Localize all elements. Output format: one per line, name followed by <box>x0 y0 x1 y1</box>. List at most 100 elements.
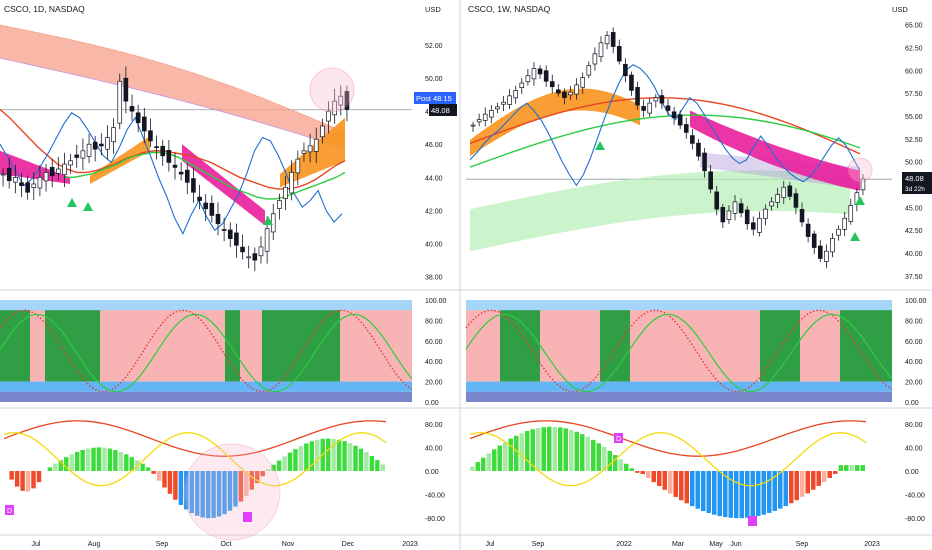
R-candles-body-15 <box>562 91 567 99</box>
L-macd-bar-46 <box>255 471 260 484</box>
right-macd-tick-3: -40.00 <box>905 493 925 500</box>
R-candles-body-44 <box>738 203 744 214</box>
L-macd-bar-9 <box>53 463 58 471</box>
right-price-tick-2: 60.00 <box>905 68 923 75</box>
L-candles-body-11 <box>68 160 73 166</box>
R-macd-bar-6 <box>503 441 508 471</box>
R-candles-body-1 <box>476 119 482 123</box>
R-candles-body-43 <box>732 201 738 214</box>
R-candles-body-6 <box>507 95 512 105</box>
L-candles-body-13 <box>80 150 86 159</box>
R-candles-body-35 <box>683 124 689 133</box>
L-macd-bar-55 <box>304 443 309 471</box>
R-macd-red-line <box>469 420 867 457</box>
R-osc-block-1 <box>500 310 540 382</box>
R-candles-body-20 <box>592 53 598 65</box>
R-macd-bar-7 <box>508 438 513 471</box>
R-macd-bar-19 <box>574 431 579 471</box>
L-candles-body-17 <box>105 137 110 150</box>
L-candles-body-0 <box>0 173 6 176</box>
left-macd-tick-4: -80.00 <box>425 516 445 523</box>
right-price-tick-4: 55.00 <box>905 114 923 121</box>
R-macd-bar-67 <box>838 465 843 471</box>
R-osc-low-band <box>466 381 892 392</box>
L-macd-bar-57 <box>315 439 320 471</box>
L-macd-bar-60 <box>331 438 336 471</box>
R-macd-bar-3 <box>486 453 491 471</box>
L-candles-body-14 <box>86 143 92 157</box>
R-osc-block-0 <box>466 310 500 382</box>
left-cloud-band <box>0 24 346 149</box>
post-label: Post <box>416 94 432 103</box>
right-buy-triangle-0 <box>595 141 605 150</box>
R-candles-body-38 <box>702 152 707 172</box>
L-macd-bar-66 <box>364 452 369 471</box>
R-macd-bar-30 <box>635 471 640 473</box>
L-macd-bar-44 <box>244 471 249 496</box>
R-macd-bar-12 <box>536 427 541 471</box>
L-macd-bar-41 <box>227 471 233 511</box>
right-time-tick-5: Jun <box>730 541 741 548</box>
L-osc-block-5 <box>225 310 240 382</box>
left-oscillator <box>0 300 413 402</box>
R-candles-body-34 <box>677 114 683 126</box>
L-macd-bar-52 <box>287 452 293 471</box>
L-macd-bar-21 <box>118 451 124 471</box>
left-osc-tick-2: 60.00 <box>425 339 443 346</box>
R-candles-body-23 <box>610 32 616 47</box>
R-macd-bar-27 <box>618 459 623 471</box>
L-candles-body-2 <box>13 176 18 183</box>
left-price-tick-1: 50.00 <box>425 76 443 83</box>
L-candles-body-40 <box>246 256 251 259</box>
right-macd <box>469 420 867 519</box>
right-buy-triangle-1 <box>850 232 860 241</box>
right-osc-tick-1: 80.00 <box>905 318 923 325</box>
left-price-tick-3: 46.00 <box>425 142 443 149</box>
R-osc-block-4 <box>630 310 760 382</box>
L-macd-bar-18 <box>102 447 107 471</box>
R-macd-bar-64 <box>822 471 827 482</box>
L-candles-body-29 <box>178 171 184 175</box>
R-macd-bar-34 <box>657 471 662 487</box>
right-osc-tick-0: 100.00 <box>905 298 927 305</box>
L-candles-body-10 <box>62 163 67 175</box>
L-osc-block-6 <box>240 310 262 382</box>
L-macd-bar-20 <box>113 449 118 471</box>
L-macd-bar-10 <box>58 460 64 471</box>
left-ribbon-orange-1 <box>90 135 150 184</box>
R-candles-body-45 <box>744 209 750 225</box>
R-candles-body-22 <box>604 35 610 45</box>
R-macd-bar-28 <box>624 463 629 471</box>
R-candles-body-51 <box>781 186 787 198</box>
R-macd-bar-46 <box>723 471 728 518</box>
L-osc-block-0 <box>0 310 30 382</box>
R-candles-body-30 <box>653 97 659 102</box>
R-macd-yellow-line <box>469 432 867 487</box>
R-macd-bar-62 <box>811 471 816 490</box>
right-ribbon-pink <box>690 110 860 191</box>
L-macd-bar-48 <box>265 469 271 471</box>
L-candles-body-5 <box>31 183 37 188</box>
right-oscillator <box>465 300 893 402</box>
L-candles-body-23 <box>141 116 147 132</box>
L-macd-bar-30 <box>167 471 173 494</box>
R-macd-bar-39 <box>684 471 689 504</box>
right-ma-green <box>469 114 861 168</box>
R-macd-bar-15 <box>552 426 557 471</box>
right-osc-tick-4: 20.00 <box>905 380 923 387</box>
R-macd-bar-38 <box>679 471 684 501</box>
L-candles-body-41 <box>252 253 258 261</box>
R-macd-bar-71 <box>860 465 865 471</box>
R-candles-body-56 <box>811 233 817 248</box>
L-candles-body-55 <box>338 95 344 106</box>
R-candles-body-8 <box>519 82 525 88</box>
R-candles-body-32 <box>665 105 671 111</box>
L-macd-bar-68 <box>375 460 380 471</box>
R-candles-body-14 <box>556 89 561 94</box>
R-candles-body-46 <box>750 222 756 230</box>
R-macd-bar-43 <box>706 471 711 514</box>
right-d-marker: D <box>616 436 621 443</box>
R-osc-floor-band <box>466 391 892 402</box>
L-macd-bar-40 <box>222 471 227 515</box>
R-candles-body-27 <box>635 87 640 106</box>
